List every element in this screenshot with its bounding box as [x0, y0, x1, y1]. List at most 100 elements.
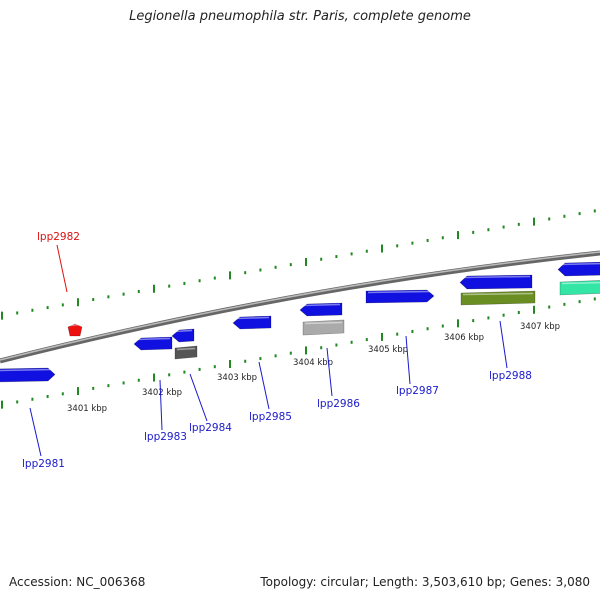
minor-tick: [213, 365, 216, 369]
lpp2987-arrow[interactable]: [365, 289, 435, 304]
scale-labels: 3401 kbp 3402 kbp 3403 kbp 3404 kbp 3405 kbp…: [67, 322, 560, 414]
minor-tick: [320, 346, 323, 350]
map-title: Legionella pneumophila str. Paris, compl…: [129, 9, 471, 24]
minor-tick: [244, 359, 247, 363]
scale-label: 3407 kbp: [520, 322, 560, 332]
minor-tick: [289, 263, 292, 267]
lpp2986-arrow[interactable]: [299, 302, 343, 317]
major-tick: [457, 319, 459, 328]
minor-tick: [122, 381, 125, 385]
scale-label: 3403 kbp: [217, 373, 257, 383]
minor-tick: [548, 217, 551, 221]
lpp2988-leader-line: [499, 320, 508, 369]
minor-tick: [563, 214, 566, 218]
scale-label: 3406 kbp: [444, 333, 484, 343]
gray-feature-a-highlight: [176, 347, 196, 351]
lpp2985-arrow[interactable]: [232, 315, 272, 330]
gray-feature-b[interactable]: [302, 319, 345, 336]
major-tick: [381, 244, 383, 253]
minor-tick: [320, 257, 323, 261]
lpp2985-leader-line: [258, 361, 270, 410]
lpp2982-leader-line: [56, 244, 68, 293]
minor-tick: [274, 354, 277, 358]
lpp2982-marker-highlight: [69, 323, 81, 327]
minor-tick: [441, 236, 444, 240]
minor-tick: [61, 303, 64, 307]
minor-tick: [365, 338, 368, 342]
minor-tick: [593, 209, 596, 213]
lpp2984-leader-line: [189, 373, 208, 422]
minor-tick: [46, 306, 49, 310]
major-tick: [533, 217, 535, 226]
minor-tick: [487, 228, 490, 232]
minor-tick: [517, 310, 520, 314]
minor-tick: [411, 241, 414, 245]
minor-tick: [259, 268, 262, 272]
minor-tick: [92, 386, 95, 390]
olive-feature[interactable]: [460, 290, 536, 306]
lpp2986-arrow-highlight: [301, 303, 341, 307]
minor-tick: [183, 281, 186, 285]
lpp2983-label[interactable]: lpp2983: [144, 431, 187, 443]
minor-tick: [244, 271, 247, 275]
lpp2988-label[interactable]: lpp2988: [489, 370, 532, 382]
major-tick: [153, 284, 155, 293]
teal-feature[interactable]: [559, 280, 600, 296]
minor-tick: [441, 324, 444, 328]
lpp2984-arrow-highlight: [173, 329, 193, 333]
minor-tick: [46, 395, 49, 399]
feature-track: [0, 261, 600, 383]
lpp2984-arrow[interactable]: [171, 328, 195, 343]
next-gene-arrow[interactable]: [557, 261, 600, 277]
lpp2981-leader-line: [29, 407, 42, 457]
minor-tick: [137, 378, 140, 382]
lpp2984-label[interactable]: lpp2984: [189, 422, 232, 434]
scale-label: 3401 kbp: [67, 404, 107, 414]
major-tick: [229, 271, 231, 280]
minor-tick: [365, 249, 368, 253]
lpp2985-label[interactable]: lpp2985: [249, 411, 292, 423]
minor-tick: [274, 265, 277, 269]
lpp2981-arrow[interactable]: [0, 367, 56, 383]
minor-tick: [411, 329, 414, 333]
lpp2987-label[interactable]: lpp2987: [396, 385, 439, 397]
minor-tick: [502, 225, 505, 229]
lpp2982-label[interactable]: lpp2982: [37, 231, 80, 243]
minor-tick: [335, 343, 338, 347]
lpp2981-arrow-highlight: [0, 368, 54, 372]
olive-feature-highlight: [462, 292, 534, 296]
lpp2985-arrow-highlight: [234, 316, 270, 320]
minor-tick: [487, 316, 490, 320]
minor-tick: [472, 230, 475, 234]
lpp2983-arrow[interactable]: [133, 336, 173, 351]
scale-label: 3405 kbp: [368, 345, 408, 355]
lpp2981-label[interactable]: lpp2981: [22, 458, 65, 470]
major-tick: [1, 400, 3, 409]
minor-tick: [16, 400, 19, 404]
major-tick: [305, 257, 307, 266]
lpp2986-label[interactable]: lpp2986: [317, 398, 360, 410]
lpp2986-leader-line: [326, 347, 333, 397]
minor-tick: [198, 367, 201, 371]
minor-tick: [289, 351, 292, 355]
gray-feature-a[interactable]: [174, 345, 198, 360]
major-tick: [229, 359, 231, 368]
lpp2988-arrow[interactable]: [459, 274, 533, 290]
minor-tick: [426, 327, 429, 331]
minor-tick: [563, 302, 566, 306]
major-tick: [305, 346, 307, 355]
minor-tick: [548, 305, 551, 309]
scale-label: 3402 kbp: [142, 388, 182, 398]
lpp2987-arrow-highlight: [367, 290, 433, 294]
major-tick: [77, 298, 79, 307]
minor-tick: [593, 297, 596, 301]
minor-tick: [31, 397, 34, 401]
lpp2982-marker[interactable]: [67, 323, 83, 337]
minor-tick: [517, 222, 520, 226]
minor-tick: [426, 238, 429, 242]
minor-tick: [122, 292, 125, 296]
major-tick: [533, 305, 535, 314]
lpp2987-leader-line: [405, 335, 411, 385]
